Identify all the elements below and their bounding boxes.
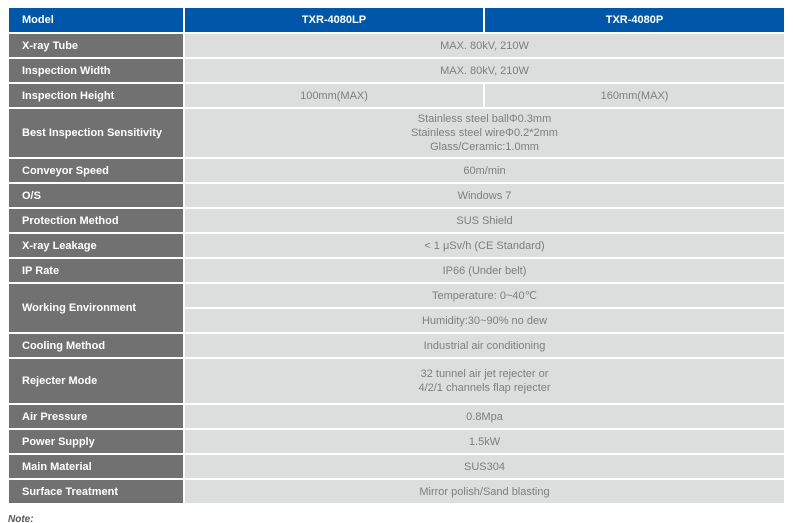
row-label-air-pressure: Air Pressure <box>7 403 185 430</box>
table-row: Main Material SUS304 <box>7 453 786 480</box>
rejecter-line-1: 32 tunnel air jet rejecter or <box>420 368 549 380</box>
table-row: Inspection Height 100mm(MAX) 160mm(MAX) <box>7 82 786 109</box>
value-os: Windows 7 <box>183 182 786 209</box>
note-section: Note: The technical parameter above name… <box>8 514 785 523</box>
row-label-working-environment: Working Environment <box>7 282 185 334</box>
table-header-row: Model TXR-4080LP TXR-4080P <box>7 6 786 34</box>
row-label-conveyor-speed: Conveyor Speed <box>7 157 185 184</box>
table-row: Best Inspection Sensitivity Stainless st… <box>7 107 786 159</box>
row-label-best-inspection-sensitivity: Best Inspection Sensitivity <box>7 107 185 159</box>
table-row: X-ray Tube MAX. 80kV, 210W <box>7 32 786 59</box>
header-model-label: Model <box>7 6 185 34</box>
value-power-supply: 1.5kW <box>183 428 786 455</box>
value-rejecter-mode: 32 tunnel air jet rejecter or 4/2/1 chan… <box>183 357 786 405</box>
table-row: Inspection Width MAX. 80kV, 210W <box>7 57 786 84</box>
header-model-txr-4080lp: TXR-4080LP <box>183 6 485 34</box>
row-label-ip-rate: IP Rate <box>7 257 185 284</box>
value-main-material: SUS304 <box>183 453 786 480</box>
row-label-xray-leakage: X-ray Leakage <box>7 232 185 259</box>
table-row: Cooling Method Industrial air conditioni… <box>7 332 786 359</box>
table-row: Air Pressure 0.8Mpa <box>7 403 786 430</box>
value-best-inspection-sensitivity: Stainless steel ballΦ0.3mm Stainless ste… <box>183 107 786 159</box>
table-row: Surface Treatment Mirror polish/Sand bla… <box>7 478 786 505</box>
rejecter-line-2: 4/2/1 channels flap rejecter <box>418 382 551 394</box>
value-working-environment-temperature: Temperature: 0~40℃ <box>183 282 786 309</box>
value-conveyor-speed: 60m/min <box>183 157 786 184</box>
row-label-cooling-method: Cooling Method <box>7 332 185 359</box>
table-row: X-ray Leakage < 1 μSv/h (CE Standard) <box>7 232 786 259</box>
table-row: O/S Windows 7 <box>7 182 786 209</box>
table-row: Rejecter Mode 32 tunnel air jet rejecter… <box>7 357 786 405</box>
value-protection-method: SUS Shield <box>183 207 786 234</box>
table-row: IP Rate IP66 (Under belt) <box>7 257 786 284</box>
spec-table: Model TXR-4080LP TXR-4080P X-ray Tube MA… <box>7 6 786 505</box>
row-label-main-material: Main Material <box>7 453 185 480</box>
value-cooling-method: Industrial air conditioning <box>183 332 786 359</box>
value-inspection-height-p: 160mm(MAX) <box>483 82 786 109</box>
table-row: Power Supply 1.5kW <box>7 428 786 455</box>
value-surface-treatment: Mirror polish/Sand blasting <box>183 478 786 505</box>
header-model-txr-4080p: TXR-4080P <box>483 6 786 34</box>
row-label-xray-tube: X-ray Tube <box>7 32 185 59</box>
value-inspection-width: MAX. 80kV, 210W <box>183 57 786 84</box>
value-xray-leakage: < 1 μSv/h (CE Standard) <box>183 232 786 259</box>
table-row: Humidity:30~90% no dew <box>8 307 786 334</box>
sensitivity-line-3: Glass/Ceramic:1.0mm <box>430 141 539 153</box>
table-row: Working Environment Temperature: 0~40℃ <box>7 282 786 334</box>
value-xray-tube: MAX. 80kV, 210W <box>183 32 786 59</box>
note-label: Note: <box>8 514 34 523</box>
row-label-inspection-height: Inspection Height <box>7 82 185 109</box>
table-row: Protection Method SUS Shield <box>7 207 786 234</box>
row-label-surface-treatment: Surface Treatment <box>7 478 185 505</box>
value-air-pressure: 0.8Mpa <box>183 403 786 430</box>
sensitivity-line-2: Stainless steel wireΦ0.2*2mm <box>411 127 558 139</box>
table-row: Conveyor Speed 60m/min <box>7 157 786 184</box>
value-ip-rate: IP66 (Under belt) <box>183 257 786 284</box>
row-label-inspection-width: Inspection Width <box>7 57 185 84</box>
row-label-power-supply: Power Supply <box>7 428 185 455</box>
value-inspection-height-lp: 100mm(MAX) <box>183 82 485 109</box>
sensitivity-line-1: Stainless steel ballΦ0.3mm <box>417 113 552 125</box>
row-label-protection-method: Protection Method <box>7 207 185 234</box>
row-label-rejecter-mode: Rejecter Mode <box>7 357 185 405</box>
row-label-os: O/S <box>7 182 185 209</box>
value-working-environment-humidity: Humidity:30~90% no dew <box>183 307 786 334</box>
